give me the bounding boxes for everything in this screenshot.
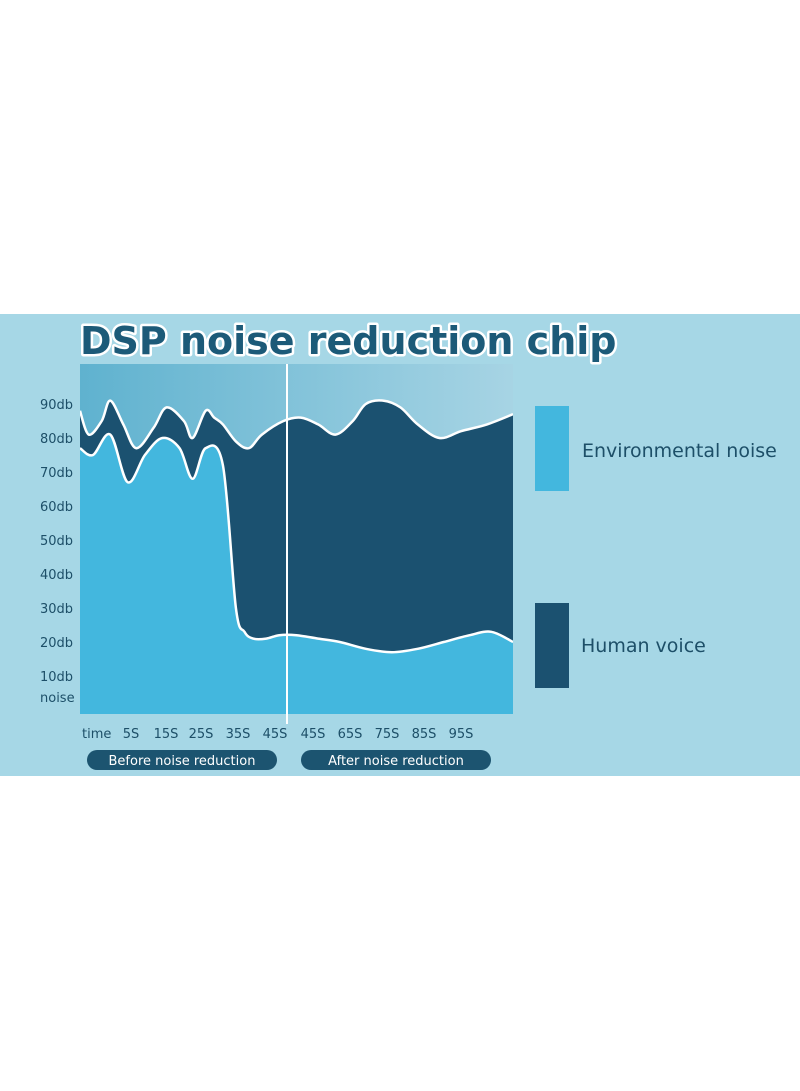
section-pill-before: Before noise reduction	[87, 750, 277, 770]
human-voice-edge	[80, 399, 513, 450]
y-tick-label: 20db	[40, 636, 73, 651]
y-tick-label: 30db	[40, 602, 73, 617]
chart-title: DSP noise reduction chip	[80, 319, 616, 363]
chart-panel: DSP noise reduction chip noise 10db 20db 30…	[0, 314, 800, 776]
x-tick-label: 35S	[226, 727, 251, 742]
y-tick-label: 60db	[40, 500, 73, 515]
x-tick-label: 45S	[301, 727, 326, 742]
section-label-after: After noise reduction	[328, 754, 464, 769]
legend-label-human-voice: Human voice	[581, 635, 706, 657]
noise-chart: DSP noise reduction chip noise 10db 20db 30…	[40, 317, 777, 770]
legend: Environmental noise Human voice	[535, 406, 777, 688]
environmental-noise-area	[80, 434, 513, 714]
legend-swatch-environmental-noise	[535, 406, 569, 491]
x-tick-label: 75S	[375, 727, 400, 742]
environmental-noise-edge	[80, 432, 513, 654]
x-tick-label: 95S	[449, 727, 474, 742]
x-axis-ticks: 5S 15S 25S 35S 45S 45S 65S 75S 85S 95S	[123, 727, 474, 742]
y-tick-label: 80db	[40, 432, 73, 447]
y-tick-label: noise	[40, 691, 75, 706]
x-tick-label: 45S	[263, 727, 288, 742]
y-tick-label: 10db	[40, 670, 73, 685]
section-pill-after: After noise reduction	[301, 750, 491, 770]
y-tick-label: 70db	[40, 466, 73, 481]
x-tick-label: 15S	[154, 727, 179, 742]
x-tick-label: 65S	[338, 727, 363, 742]
y-tick-label: 40db	[40, 568, 73, 583]
y-tick-label: 90db	[40, 398, 73, 413]
x-tick-label: 85S	[412, 727, 437, 742]
legend-label-environmental-noise: Environmental noise	[582, 440, 777, 462]
y-axis-ticks: noise 10db 20db 30db 40db 50db 60db 70db 80db 90d…	[40, 398, 75, 706]
x-tick-label: 5S	[123, 727, 140, 742]
x-tick-label: 25S	[189, 727, 214, 742]
section-label-before: Before noise reduction	[109, 754, 256, 769]
x-axis-label: time	[82, 727, 111, 742]
legend-swatch-human-voice	[535, 603, 569, 688]
y-tick-label: 50db	[40, 534, 73, 549]
